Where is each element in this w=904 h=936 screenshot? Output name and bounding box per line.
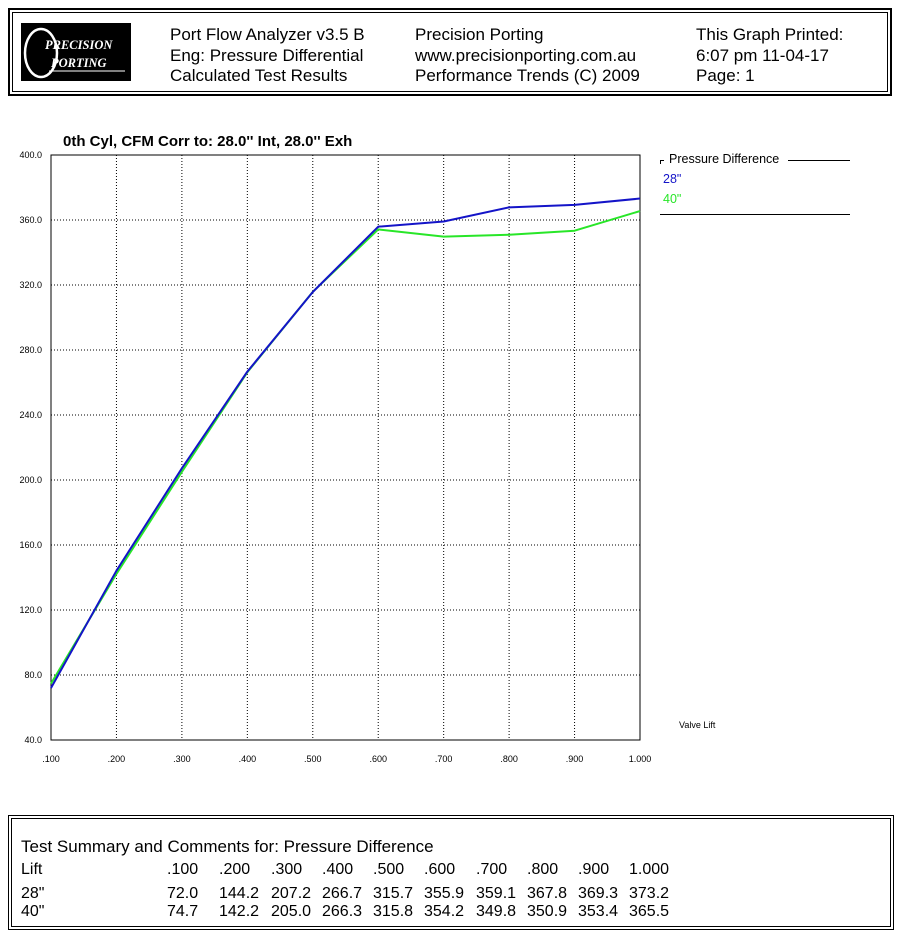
- header-text: Performance Trends (C) 2009: [415, 66, 640, 85]
- header-text: This Graph Printed:: [696, 25, 844, 44]
- summary-cell: 369.3: [578, 885, 619, 902]
- report-header-inner: PRECISION PORTING Port Flow Analyzer v3.…: [12, 12, 888, 92]
- summary-cell: 353.4: [578, 903, 619, 920]
- summary-lift-label: Lift: [21, 861, 43, 878]
- summary-cell: .200: [219, 861, 251, 878]
- summary-cell: 315.7: [373, 885, 414, 902]
- summary-row-label: 28": [21, 885, 45, 902]
- y-tick-label: 160.0: [19, 540, 42, 550]
- header-text: 6:07 pm 11-04-17: [696, 45, 829, 65]
- legend-border: [788, 160, 850, 161]
- summary-cell: 365.5: [629, 903, 670, 920]
- x-tick-label: .300: [173, 754, 191, 764]
- header-print-info: This Graph Printed: 6:07 pm 11-04-17 Pag…: [696, 25, 843, 87]
- summary-cell: 72.0: [167, 885, 199, 902]
- legend-border: [660, 160, 661, 164]
- summary-cell: .800: [527, 861, 559, 878]
- header-text: Precision Porting: [415, 25, 544, 44]
- summary-cell: 350.9: [527, 903, 568, 920]
- test-summary-inner: [11, 818, 891, 927]
- x-tick-label: .600: [369, 754, 387, 764]
- flow-chart: 40.0 80.0 120.0 160.0 200.0 240.0 280.0 320.0 36…: [19, 150, 652, 764]
- header-software-info: Port Flow Analyzer v3.5 B Eng: Pressure …: [170, 25, 365, 87]
- summary-cell: 354.2: [424, 903, 465, 920]
- summary-cell: 266.3: [322, 903, 363, 920]
- precision-porting-logo: PRECISION PORTING: [21, 23, 131, 81]
- summary-cell: .100: [167, 861, 199, 878]
- header-text: Port Flow Analyzer v3.5 B: [170, 25, 365, 44]
- x-tick-label: .700: [435, 754, 453, 764]
- series-line-40: [50, 210, 641, 685]
- y-tick-label: 120.0: [19, 605, 42, 615]
- x-tick-label: .900: [566, 754, 584, 764]
- y-tick-label: 40.0: [24, 735, 42, 745]
- x-tick-label: 1.000: [629, 754, 652, 764]
- summary-cell: 1.000: [629, 861, 670, 878]
- header-text: Page: 1: [696, 66, 755, 85]
- summary-cell: .400: [322, 861, 354, 878]
- summary-cell: .500: [373, 861, 405, 878]
- summary-cell: 359.1: [476, 885, 517, 902]
- x-tick-label: .400: [239, 754, 257, 764]
- x-tick-label: .200: [108, 754, 126, 764]
- summary-cell: 207.2: [271, 885, 312, 902]
- summary-title: Test Summary and Comments for: Pressure …: [21, 837, 434, 856]
- header-company-info: Precision Porting www.precisionporting.c…: [415, 25, 640, 87]
- summary-cell: 205.0: [271, 903, 312, 920]
- summary-cell: 373.2: [629, 885, 670, 902]
- summary-row-label: 40": [21, 903, 45, 920]
- summary-cell: 367.8: [527, 885, 568, 902]
- x-tick-label: .800: [500, 754, 518, 764]
- chart-title: 0th Cyl, CFM Corr to: 28.0'' Int, 28.0''…: [63, 133, 353, 150]
- x-tick-label: .100: [42, 754, 60, 764]
- y-tick-label: 200.0: [19, 475, 42, 485]
- y-tick-label: 320.0: [19, 280, 42, 290]
- summary-cell: 315.8: [373, 903, 414, 920]
- legend-entry-28: 28": [663, 172, 682, 186]
- x-axis-label: Valve Lift: [679, 720, 716, 730]
- summary-cell: .900: [578, 861, 610, 878]
- y-tick-label: 240.0: [19, 410, 42, 420]
- summary-cell: 349.8: [476, 903, 517, 920]
- header-text: Calculated Test Results: [170, 66, 348, 85]
- y-tick-label: 400.0: [19, 150, 42, 160]
- summary-cell: 74.7: [167, 903, 199, 920]
- series-line-28: [50, 197, 641, 689]
- y-tick-label: 80.0: [24, 670, 42, 680]
- legend-entry-40: 40": [663, 192, 682, 206]
- svg-text:PRECISION: PRECISION: [45, 38, 113, 52]
- plot-frame: [50, 154, 641, 741]
- legend-border: [660, 214, 850, 215]
- x-tick-label: .500: [304, 754, 322, 764]
- header-text: www.precisionporting.com.au: [415, 45, 637, 65]
- y-tick-label: 360.0: [19, 215, 42, 225]
- legend-title: Pressure Difference: [669, 152, 780, 166]
- summary-cell: 142.2: [219, 903, 260, 920]
- summary-cell: .700: [476, 861, 508, 878]
- summary-cell: .300: [271, 861, 303, 878]
- summary-cell: 355.9: [424, 885, 465, 902]
- summary-cell: 144.2: [219, 885, 260, 902]
- summary-cell: .600: [424, 861, 456, 878]
- y-tick-label: 280.0: [19, 345, 42, 355]
- svg-text:PORTING: PORTING: [51, 56, 107, 70]
- legend-border: [660, 160, 664, 161]
- header-text: Eng: Pressure Differential: [170, 45, 364, 65]
- summary-cell: 266.7: [322, 885, 363, 902]
- report-header: PRECISION PORTING Port Flow Analyzer v3.…: [8, 8, 892, 96]
- test-summary: Test Summary and Comments for: Pressure …: [8, 815, 894, 930]
